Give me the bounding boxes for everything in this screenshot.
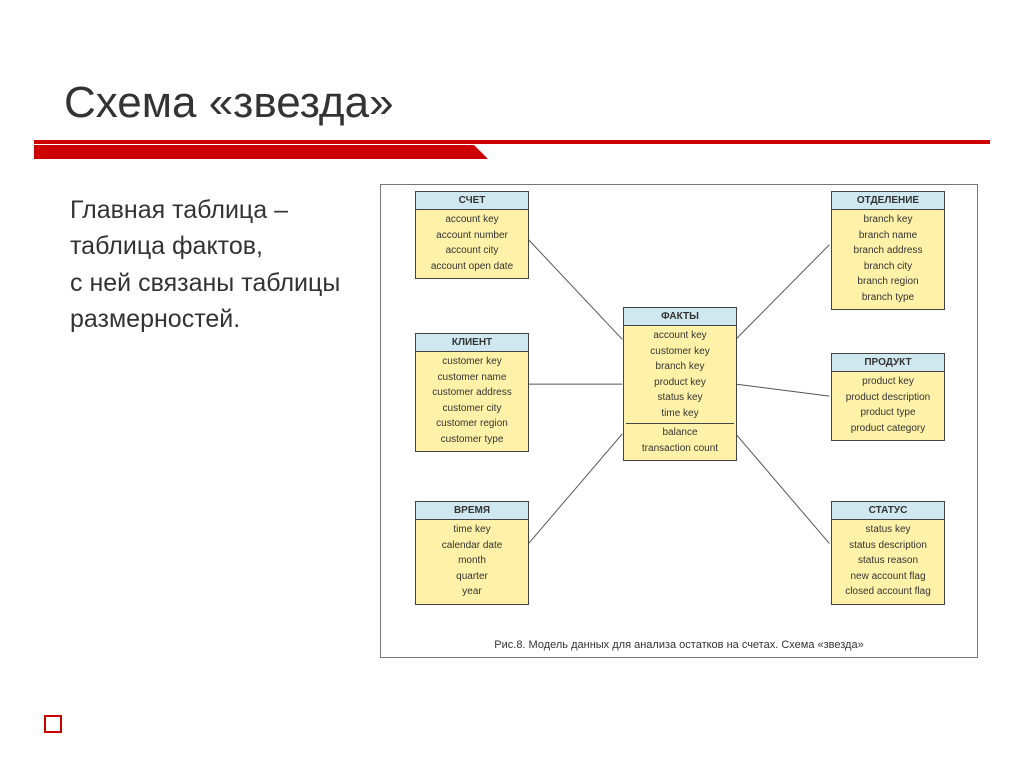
entity-field: product type [834,405,942,421]
entity-field: account key [626,328,734,344]
entity-field: balance [626,423,734,441]
entity-field: status reason [834,553,942,569]
body-text: Главная таблица – таблица фактов,с ней с… [70,192,355,337]
entity-field: branch address [834,243,942,259]
entity-branch: ОТДЕЛЕНИЕbranch keybranch namebranch add… [831,191,945,310]
slide-bullet-icon [44,715,62,733]
entity-facts: ФАКТЫaccount keycustomer keybranch keypr… [623,307,737,461]
divider-thin [34,140,990,144]
entity-field: product key [834,374,942,390]
entity-time: ВРЕМЯtime keycalendar datemonthquarterye… [415,501,529,605]
slide-title: Схема «звезда» [64,78,394,128]
entity-field: customer name [418,370,526,386]
entity-field: account number [418,228,526,244]
diagram-frame: СЧЕТaccount keyaccount numberaccount cit… [380,184,978,658]
entity-header: СТАТУС [832,502,944,520]
entity-field: status key [834,522,942,538]
entity-body: status keystatus descriptionstatus reaso… [832,520,944,604]
entity-body: time keycalendar datemonthquarteryear [416,520,528,604]
entity-field: branch type [834,290,942,306]
entity-field: year [418,584,526,600]
entity-field: calendar date [418,538,526,554]
entity-field: account city [418,243,526,259]
entity-field: transaction count [626,441,734,457]
entity-field: customer key [626,344,734,360]
entity-field: branch city [834,259,942,275]
entity-field: closed account flag [834,584,942,600]
entity-header: ОТДЕЛЕНИЕ [832,192,944,210]
entity-field: new account flag [834,569,942,585]
entity-body: account keyaccount numberaccount cityacc… [416,210,528,278]
entity-field: branch key [626,359,734,375]
entity-field: account key [418,212,526,228]
entity-field: product key [626,375,734,391]
diagram-caption: Рис.8. Модель данных для анализа остатко… [381,639,977,651]
entity-body: customer keycustomer namecustomer addres… [416,352,528,451]
entity-header: ВРЕМЯ [416,502,528,520]
entity-field: branch region [834,274,942,290]
entity-field: customer address [418,385,526,401]
entity-field: time key [626,406,734,422]
entity-body: product keyproduct descriptionproduct ty… [832,372,944,440]
entity-field: month [418,553,526,569]
entity-product: ПРОДУКТproduct keyproduct descriptionpro… [831,353,945,441]
entity-body: branch keybranch namebranch addressbranc… [832,210,944,309]
entity-field: product description [834,390,942,406]
entity-field: quarter [418,569,526,585]
entity-field: status key [626,390,734,406]
entity-field: customer type [418,432,526,448]
diagram-canvas: СЧЕТaccount keyaccount numberaccount cit… [381,185,977,657]
entity-header: КЛИЕНТ [416,334,528,352]
entity-body: account keycustomer keybranch keyproduct… [624,326,736,460]
entity-field: branch key [834,212,942,228]
entity-header: ФАКТЫ [624,308,736,326]
entity-customer: КЛИЕНТcustomer keycustomer namecustomer … [415,333,529,452]
entity-field: customer region [418,416,526,432]
divider-thick [34,145,474,159]
entity-field: status description [834,538,942,554]
entity-field: customer city [418,401,526,417]
entity-header: СЧЕТ [416,192,528,210]
entity-account: СЧЕТaccount keyaccount numberaccount cit… [415,191,529,279]
entity-field: branch name [834,228,942,244]
entity-field: customer key [418,354,526,370]
entity-header: ПРОДУКТ [832,354,944,372]
entity-field: product category [834,421,942,437]
entity-field: account open date [418,259,526,275]
entity-status: СТАТУСstatus keystatus descriptionstatus… [831,501,945,605]
entity-field: time key [418,522,526,538]
